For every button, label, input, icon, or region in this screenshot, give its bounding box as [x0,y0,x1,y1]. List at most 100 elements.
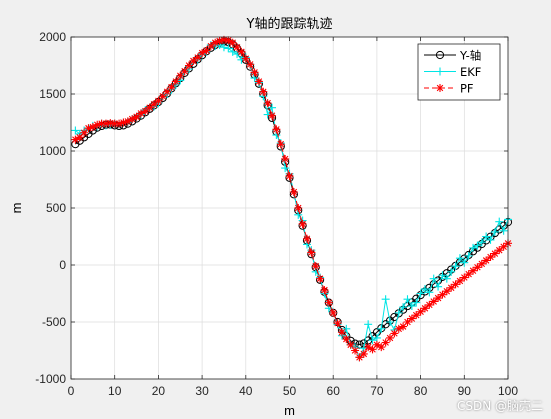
plus-marker [438,271,447,280]
star-marker [211,38,220,47]
star-marker [268,111,277,120]
star-marker [394,324,403,333]
star-marker [80,128,89,137]
star-marker [233,43,242,52]
star-marker [180,67,189,76]
star-marker [455,276,464,285]
star-marker [285,172,294,181]
star-marker [254,77,263,86]
x-tick-label: 50 [283,384,297,398]
x-tick-label: 80 [414,384,428,398]
star-marker [241,54,250,63]
star-marker [189,56,198,65]
x-tick-label: 90 [458,384,472,398]
star-marker [145,103,154,112]
series-pf [71,35,512,362]
star-marker [228,38,237,47]
plus-marker [447,267,456,276]
plus-marker [436,67,444,76]
plus-marker [451,262,460,271]
star-marker [473,263,482,272]
star-marker [355,353,364,362]
star-marker [298,219,307,228]
y-tick-label: -500 [42,315,66,329]
plus-marker [294,210,303,219]
star-marker [184,61,193,70]
star-marker [215,36,224,45]
plus-marker [499,226,508,235]
star-marker [346,340,355,349]
plus-marker [442,274,451,283]
plus-marker [486,235,495,244]
star-marker [390,329,399,338]
star-marker [490,249,499,258]
watermark: CSDN @脑壳二 [456,399,543,413]
plus-marker [469,243,478,252]
y-axis-label: m [9,203,24,214]
star-marker [123,117,132,126]
star-marker [106,119,115,128]
star-marker [460,273,469,282]
star-marker [115,119,124,128]
plus-marker [381,295,390,304]
legend: Y-轴 EKF PF [417,43,501,101]
plus-marker [455,254,464,263]
star-marker [206,42,215,51]
star-marker [324,298,333,307]
x-tick-label: 10 [108,384,122,398]
star-marker [386,333,395,342]
star-marker [289,188,298,197]
star-marker [237,47,246,56]
star-marker [438,290,447,299]
y-tick-label: 1000 [39,144,66,158]
star-marker [219,35,228,44]
plus-marker [228,47,237,56]
star-marker [75,133,84,142]
y-tick-label: 2000 [39,30,66,44]
plus-marker [464,251,473,260]
star-marker [477,259,486,268]
plus-marker [460,258,469,267]
star-marker [163,87,172,96]
plus-marker [368,336,377,345]
star-marker [272,125,281,134]
x-tick-label: 0 [68,384,75,398]
star-marker [110,119,119,128]
plus-marker [377,324,386,333]
star-marker [71,135,80,144]
star-marker [101,119,110,128]
star-marker [412,311,421,320]
plus-marker [342,324,351,333]
star-marker [464,270,473,279]
plus-marker [473,241,482,250]
star-marker [495,246,504,255]
plus-marker [268,103,277,112]
star-marker [364,343,373,352]
star-marker [329,308,338,317]
x-tick-label: 40 [239,384,253,398]
star-marker [276,140,285,149]
star-marker [451,280,460,289]
y-tick-label: 0 [59,258,66,272]
star-marker [171,77,180,86]
star-marker [436,84,444,92]
star-marker [416,307,425,316]
star-marker [259,87,268,96]
plus-marker [420,284,429,293]
star-marker [128,115,137,124]
star-marker [342,335,351,344]
plus-marker [71,126,80,135]
star-marker [434,294,443,303]
star-marker [198,48,207,57]
x-tick-label: 20 [152,384,166,398]
star-marker [136,109,145,118]
star-marker [263,99,272,108]
star-marker [403,318,412,326]
star-marker [407,314,416,323]
star-marker [150,100,159,109]
star-marker [294,204,303,212]
chart-title: Y轴的跟踪轨迹 [246,16,333,32]
star-marker [429,297,438,306]
circle-marker [435,50,445,60]
star-marker [499,242,508,251]
